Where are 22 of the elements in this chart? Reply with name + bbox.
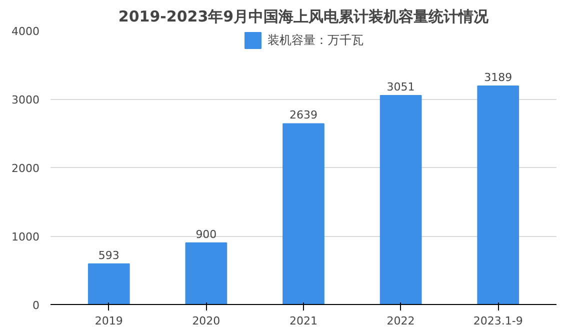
data-label: 900 — [196, 228, 217, 241]
bar — [477, 86, 520, 304]
x-tick-label: 2023.1-9 — [473, 314, 523, 327]
y-tick-label: 3000 — [12, 94, 40, 106]
x-tick-label: 2021 — [290, 314, 318, 327]
chart-title: 2019-2023年9月中国海上风电累计装机容量统计情况 — [118, 8, 490, 26]
data-label: 2639 — [290, 108, 318, 122]
y-tick-label: 4000 — [12, 25, 40, 38]
x-tick-label: 2022 — [386, 314, 415, 327]
y-tick-label: 0 — [32, 299, 40, 312]
data-label: 593 — [98, 248, 120, 262]
data-label: 3051 — [386, 80, 415, 94]
x-tick-label: 2020 — [192, 314, 220, 327]
y-tick-label: 1000 — [12, 230, 40, 244]
bar — [380, 95, 422, 304]
bar — [282, 123, 324, 304]
bar — [88, 263, 130, 304]
bar — [185, 242, 228, 304]
y-tick-label: 2000 — [12, 162, 40, 175]
legend-label: 装机容量：万千瓦 — [268, 32, 364, 48]
data-label: 3189 — [484, 71, 512, 84]
x-tick-label: 2019 — [94, 314, 123, 327]
